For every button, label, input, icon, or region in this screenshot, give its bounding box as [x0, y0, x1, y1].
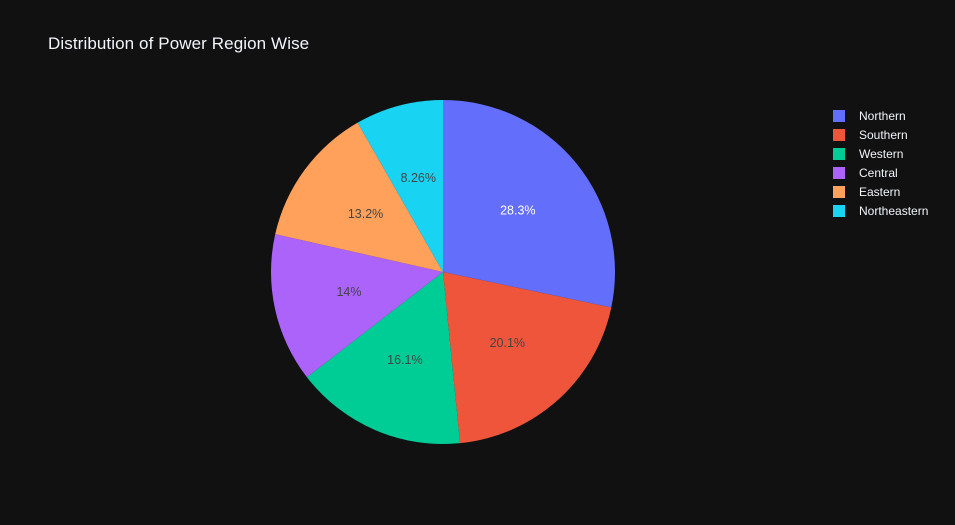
pie-slice-label-northern: 28.3% — [500, 204, 535, 218]
pie-slice-label-southern: 20.1% — [490, 336, 525, 350]
legend-swatch — [833, 128, 845, 141]
legend-item-western[interactable]: Western — [833, 144, 928, 163]
legend-swatch — [833, 109, 845, 122]
pie-slice-label-central: 14% — [336, 285, 361, 299]
legend-swatch — [833, 204, 845, 217]
pie-slice-western[interactable] — [306, 272, 461, 444]
chart-title: Distribution of Power Region Wise — [48, 34, 310, 53]
pie-slice-southern[interactable] — [443, 272, 612, 444]
legend-label: Northeastern — [859, 203, 929, 218]
legend-label: Northern — [859, 108, 906, 123]
pie-slice-label-western: 16.1% — [387, 353, 422, 367]
pie-slice-northern[interactable] — [443, 100, 615, 308]
pie-slice-northeastern[interactable] — [357, 100, 443, 272]
legend-item-eastern[interactable]: Eastern — [833, 182, 928, 201]
legend-label: Eastern — [859, 184, 901, 199]
legend-swatch — [833, 147, 845, 160]
legend-swatch — [833, 166, 845, 179]
legend-label: Southern — [859, 127, 908, 142]
legend-item-central[interactable]: Central — [833, 163, 928, 182]
legend-item-northeastern[interactable]: Northeastern — [833, 201, 928, 220]
legend-label: Central — [859, 165, 898, 180]
legend-item-southern[interactable]: Southern — [833, 125, 928, 144]
pie-slice-label-northeastern: 8.26% — [401, 171, 436, 185]
pie-slice-label-eastern: 13.2% — [348, 207, 383, 221]
legend: Northern Southern Western Central Eastern Nor… — [833, 106, 928, 220]
legend-item-northern[interactable]: Northern — [833, 106, 928, 125]
legend-swatch — [833, 185, 845, 198]
pie-slice-eastern[interactable] — [275, 122, 443, 272]
legend-label: Western — [859, 146, 904, 161]
pie-slice-central[interactable] — [271, 234, 443, 378]
